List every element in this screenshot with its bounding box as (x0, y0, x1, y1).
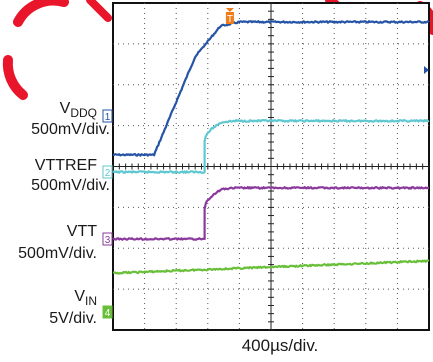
channel-3-marker-number: 3 (105, 235, 111, 246)
right-edge-marker (424, 66, 429, 74)
channel-1-name: V (59, 100, 71, 117)
channel-2-name: VTTREF (34, 157, 97, 174)
channel-4-name: V (74, 288, 85, 305)
channel-2-scale: 500mV/div. (31, 177, 110, 194)
trigger-arrow (225, 8, 234, 12)
trigger-label: T (227, 14, 233, 25)
channel-2-marker (102, 165, 113, 179)
channel-4-name-subscript: IN (85, 294, 97, 308)
channel-4-scale: 5V/div. (49, 310, 97, 327)
trace-channel-1 (112, 20, 430, 157)
channel-1-name-subscript: DDQ (70, 106, 97, 120)
channel-marker-group: 1 2 3 4 (102, 66, 429, 319)
trigger-box (225, 12, 234, 24)
channel-3-name: VTT (66, 223, 97, 240)
channel-2-marker-number: 2 (105, 168, 111, 179)
channel-4-marker-number: 4 (105, 308, 111, 319)
channel-3-marker (102, 232, 113, 246)
channel-1-label: VDDQ (0, 100, 97, 122)
channel-4-label: VIN (0, 288, 97, 310)
trace-channel-3 (112, 186, 430, 241)
trace-group (112, 20, 430, 275)
trigger-marker-group: T (225, 8, 234, 25)
trace-channel-2 (112, 119, 430, 174)
channel-1-marker (102, 109, 113, 123)
timebase-label: 400µs/div. (241, 336, 319, 355)
graticule-grid (112, 2, 430, 331)
trace-channel-4 (112, 259, 430, 275)
channel-3-scale: 500mV/div. (18, 245, 97, 262)
channel-1-scale: 500mV/div. (31, 121, 110, 138)
channel-1-marker-number: 1 (105, 112, 111, 123)
channel-4-marker (102, 305, 113, 319)
